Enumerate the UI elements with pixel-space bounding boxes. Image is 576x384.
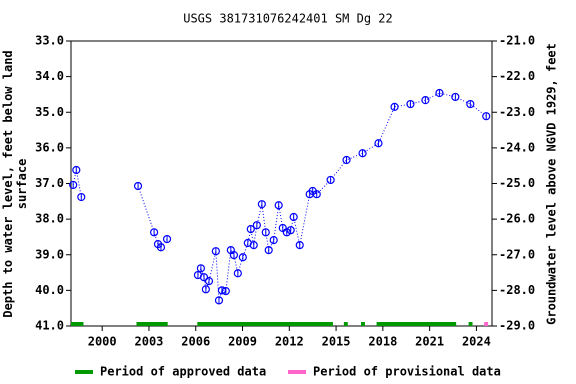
y-tick-label: 37.0 [35, 176, 64, 190]
y2-tick-label: -28.0 [499, 283, 535, 297]
period-bar [361, 322, 365, 326]
y-axis-title-part: Depth to water level, feet below land [1, 50, 15, 317]
x-tick-label: 2018 [368, 335, 397, 349]
y2-tick-label: -26.0 [499, 212, 535, 226]
x-tick-label: 2015 [322, 335, 351, 349]
y2-tick-label: -25.0 [499, 176, 535, 190]
y-tick-label: 34.0 [35, 69, 64, 83]
y-tick-label: 35.0 [35, 105, 64, 119]
x-tick-label: 2024 [462, 335, 491, 349]
y-axis-title-part: surface [15, 159, 29, 210]
legend-label: Period of provisional data [313, 365, 501, 379]
y-tick-label: 39.0 [35, 247, 64, 261]
plot-frame [70, 40, 493, 327]
y2-tick-label: -22.0 [499, 69, 535, 83]
y2-tick-label: -27.0 [499, 247, 535, 261]
y-tick-label: 40.0 [35, 283, 64, 297]
period-bar [376, 322, 457, 326]
x-tick-label: 2003 [135, 335, 164, 349]
period-bar [71, 322, 84, 326]
data-line [72, 92, 487, 301]
x-tick-label: 2009 [228, 335, 257, 349]
y2-tick-label: -24.0 [499, 140, 535, 154]
period-bar [197, 322, 333, 326]
y-tick-label: 33.0 [35, 34, 64, 48]
period-bar [468, 322, 473, 326]
period-bar [484, 322, 489, 326]
y-tick-label: 41.0 [35, 319, 64, 333]
x-tick-label: 2000 [88, 335, 117, 349]
period-bar [343, 322, 348, 326]
legend-label: Period of approved data [100, 365, 266, 379]
x-tick-label: 2012 [275, 335, 304, 349]
y2-tick-label: -23.0 [499, 105, 535, 119]
chart-title: USGS 381731076242401 SM Dg 22 [183, 12, 393, 26]
y-tick-label: 36.0 [35, 140, 64, 154]
x-tick-label: 2006 [181, 335, 210, 349]
y2-tick-label: -29.0 [499, 319, 535, 333]
y-tick-label: 38.0 [35, 212, 64, 226]
y-axis-title: Depth to water level, feet below landsur… [1, 50, 29, 317]
period-bar [136, 322, 168, 326]
x-tick-label: 2021 [415, 335, 444, 349]
y2-tick-label: -21.0 [499, 34, 535, 48]
y2-axis-title: Groundwater level above NGVD 1929, feet [545, 43, 559, 325]
